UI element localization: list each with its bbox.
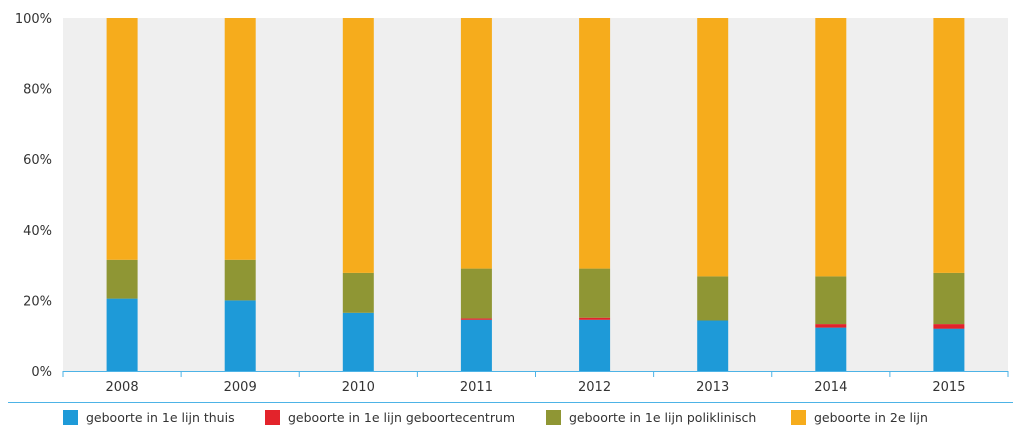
- bar-segment: [106, 298, 138, 371]
- bar-segment: [579, 319, 611, 371]
- y-tick-label: 0%: [31, 365, 52, 380]
- x-tick-label: 2014: [814, 380, 847, 395]
- y-axis-ticks: 0% 20% 40% 60% 80% 100%: [15, 12, 52, 380]
- x-tick-label: 2008: [106, 380, 139, 395]
- y-tick-label: 80%: [23, 83, 52, 98]
- bar-segment: [106, 18, 138, 260]
- bar-segment: [460, 268, 492, 319]
- x-axis: 2008 2009 2010 2011 2012 2013 2014 2015: [62, 371, 1009, 395]
- legend-item: geboorte in 2e lijn: [791, 410, 928, 425]
- bar-segment: [579, 18, 611, 269]
- bar-segment: [697, 276, 729, 321]
- bar-segment: [342, 312, 374, 371]
- legend-item: geboorte in 1e lijn thuis: [63, 410, 235, 425]
- bar-segment: [460, 18, 492, 269]
- bar-segment: [697, 320, 729, 371]
- bar-segment: [224, 18, 256, 260]
- legend-swatch: [546, 410, 561, 425]
- bar-segment: [342, 272, 374, 313]
- legend-label: geboorte in 1e lijn poliklinisch: [569, 410, 756, 425]
- bar-segment: [697, 18, 729, 277]
- bar-segment: [815, 324, 847, 328]
- bar-segment: [933, 272, 965, 325]
- bars: [106, 18, 965, 371]
- x-tick-label: 2010: [342, 380, 375, 395]
- bar-segment: [933, 328, 965, 371]
- bar-segment: [579, 268, 611, 318]
- y-tick-label: 100%: [15, 12, 52, 27]
- x-tick-label: 2011: [460, 380, 493, 395]
- y-tick-label: 60%: [23, 153, 52, 168]
- bar-segment: [460, 319, 492, 371]
- bar-segment: [224, 300, 256, 371]
- y-tick-label: 40%: [23, 224, 52, 239]
- legend-swatch: [791, 410, 806, 425]
- legend-swatch: [63, 410, 78, 425]
- bar-segment: [933, 324, 965, 329]
- legend-label: geboorte in 1e lijn geboortecentrum: [288, 410, 515, 425]
- bar-segment: [933, 18, 965, 273]
- bar-segment: [815, 276, 847, 325]
- bar-segment: [815, 327, 847, 371]
- legend-swatch: [265, 410, 280, 425]
- bar-segment: [579, 317, 611, 320]
- bar-segment: [460, 318, 492, 320]
- legend-label: geboorte in 2e lijn: [814, 410, 928, 425]
- legend-item: geboorte in 1e lijn poliklinisch: [546, 410, 756, 425]
- legend-label: geboorte in 1e lijn thuis: [86, 410, 235, 425]
- bar-segment: [815, 18, 847, 277]
- legend: geboorte in 1e lijn thuis geboorte in 1e …: [63, 410, 928, 425]
- plot-background: [63, 18, 1008, 371]
- y-tick-label: 20%: [23, 294, 52, 309]
- legend-item: geboorte in 1e lijn geboortecentrum: [265, 410, 515, 425]
- x-tick-label: 2009: [224, 380, 257, 395]
- x-tick-label: 2012: [578, 380, 611, 395]
- x-tick-label: 2015: [932, 380, 965, 395]
- bar-segment: [224, 259, 256, 301]
- bar-segment: [342, 18, 374, 273]
- x-tick-label: 2013: [696, 380, 729, 395]
- bar-segment: [106, 259, 138, 299]
